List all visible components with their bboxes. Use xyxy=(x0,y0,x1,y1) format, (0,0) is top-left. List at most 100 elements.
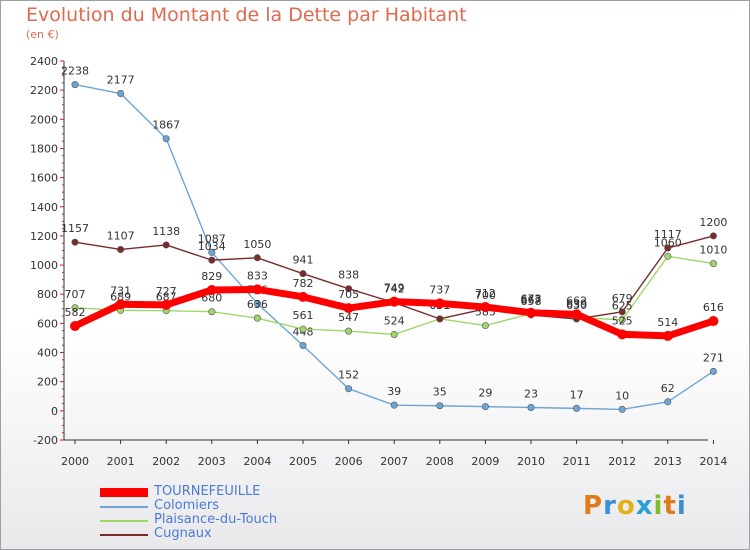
data-label: 630 xyxy=(566,299,587,312)
y-tick-label: 1000 xyxy=(30,259,58,272)
chart-title: Evolution du Montant de la Dette par Hab… xyxy=(26,4,467,26)
data-label: 1117 xyxy=(654,228,682,241)
x-tick-label: 2005 xyxy=(289,455,317,468)
data-label: 1867 xyxy=(152,119,180,132)
legend-label: Plaisance-du-Touch xyxy=(154,512,278,527)
y-tick-label: 2000 xyxy=(30,113,58,126)
data-point xyxy=(208,256,216,264)
data-label: 616 xyxy=(703,301,724,314)
data-label: 39 xyxy=(387,385,401,398)
data-point xyxy=(662,330,673,341)
data-label: 1010 xyxy=(699,244,727,257)
data-label: 524 xyxy=(384,314,405,327)
data-point xyxy=(526,307,536,318)
data-label: 1107 xyxy=(107,229,135,242)
data-point xyxy=(299,342,307,350)
data-label: 679 xyxy=(612,292,633,305)
y-tick-label: 2200 xyxy=(30,84,58,97)
data-point xyxy=(664,398,672,406)
data-point xyxy=(71,81,79,89)
data-label: 639 xyxy=(566,298,587,311)
legend-item: Cugnaux xyxy=(100,526,400,542)
data-point xyxy=(115,299,126,310)
data-point xyxy=(571,309,582,320)
legend-item: Colomiers xyxy=(100,498,400,514)
y-tick-label: 400 xyxy=(37,347,58,360)
data-point xyxy=(253,300,261,308)
data-label: 29 xyxy=(478,387,492,400)
data-label: 838 xyxy=(338,269,359,282)
data-point xyxy=(436,315,444,323)
data-label: 10 xyxy=(615,389,629,402)
data-point xyxy=(117,90,125,98)
y-tick-label: 1400 xyxy=(30,201,58,214)
x-tick-label: 2000 xyxy=(61,455,89,468)
legend-item: TOURNEFEUILLE xyxy=(100,484,400,500)
x-tick-label: 2006 xyxy=(335,455,363,468)
legend-swatch xyxy=(100,488,148,497)
data-point xyxy=(436,402,444,410)
x-tick-label: 2012 xyxy=(608,455,636,468)
data-label: 152 xyxy=(338,369,359,382)
data-label: 2238 xyxy=(61,65,89,78)
data-point xyxy=(162,135,170,143)
data-label: 23 xyxy=(524,387,538,400)
data-label: 705 xyxy=(338,288,359,301)
chart-unit: (en €) xyxy=(26,28,59,41)
data-point xyxy=(71,304,79,312)
data-label: 561 xyxy=(293,309,314,322)
data-point xyxy=(390,401,398,409)
data-label: 737 xyxy=(429,283,450,296)
data-point xyxy=(208,308,216,316)
legend-swatch xyxy=(100,534,148,536)
data-label: 1138 xyxy=(152,225,180,238)
data-label: 1087 xyxy=(198,232,226,245)
x-tick-label: 2011 xyxy=(563,455,591,468)
data-point xyxy=(206,285,217,296)
data-label: 829 xyxy=(201,270,222,283)
data-label: 2177 xyxy=(107,74,135,87)
y-tick-label: 800 xyxy=(37,288,58,301)
x-tick-label: 2008 xyxy=(426,455,454,468)
data-point xyxy=(71,238,79,246)
proxiti-logo: Proxiti xyxy=(583,491,687,521)
x-tick-label: 2014 xyxy=(699,455,727,468)
x-tick-label: 2002 xyxy=(152,455,180,468)
data-point xyxy=(345,327,353,335)
data-point xyxy=(664,252,672,260)
data-point xyxy=(253,314,261,322)
data-point xyxy=(480,302,491,313)
legend-label: TOURNEFEUILLE xyxy=(154,484,261,499)
data-point xyxy=(298,291,308,302)
data-label: 1157 xyxy=(61,222,89,235)
data-point xyxy=(345,285,353,293)
data-label: 35 xyxy=(433,386,447,399)
data-label: 271 xyxy=(703,351,724,364)
x-tick-label: 2004 xyxy=(243,455,271,468)
data-label: 749 xyxy=(384,282,405,295)
data-label: 782 xyxy=(293,277,314,290)
data-point xyxy=(161,299,172,310)
data-point xyxy=(299,270,307,278)
data-label: 731 xyxy=(110,284,131,297)
x-tick-label: 2009 xyxy=(471,455,499,468)
data-point xyxy=(618,405,626,413)
data-point xyxy=(573,404,581,412)
data-point xyxy=(389,296,400,307)
data-point xyxy=(162,241,170,249)
data-point xyxy=(299,325,307,333)
data-label: 662 xyxy=(566,294,587,307)
legend-label: Cugnaux xyxy=(154,526,212,541)
data-point xyxy=(527,403,535,411)
y-tick-label: -200 xyxy=(33,434,58,447)
data-label: 547 xyxy=(338,311,359,324)
data-point xyxy=(709,367,717,375)
x-tick-label: 2007 xyxy=(380,455,408,468)
data-point xyxy=(709,260,717,268)
x-tick-label: 2001 xyxy=(107,455,135,468)
data-label: 1050 xyxy=(243,238,271,251)
data-label: 582 xyxy=(65,306,86,319)
legend-item: Plaisance-du-Touch xyxy=(100,512,400,528)
data-label: 625 xyxy=(612,300,633,313)
